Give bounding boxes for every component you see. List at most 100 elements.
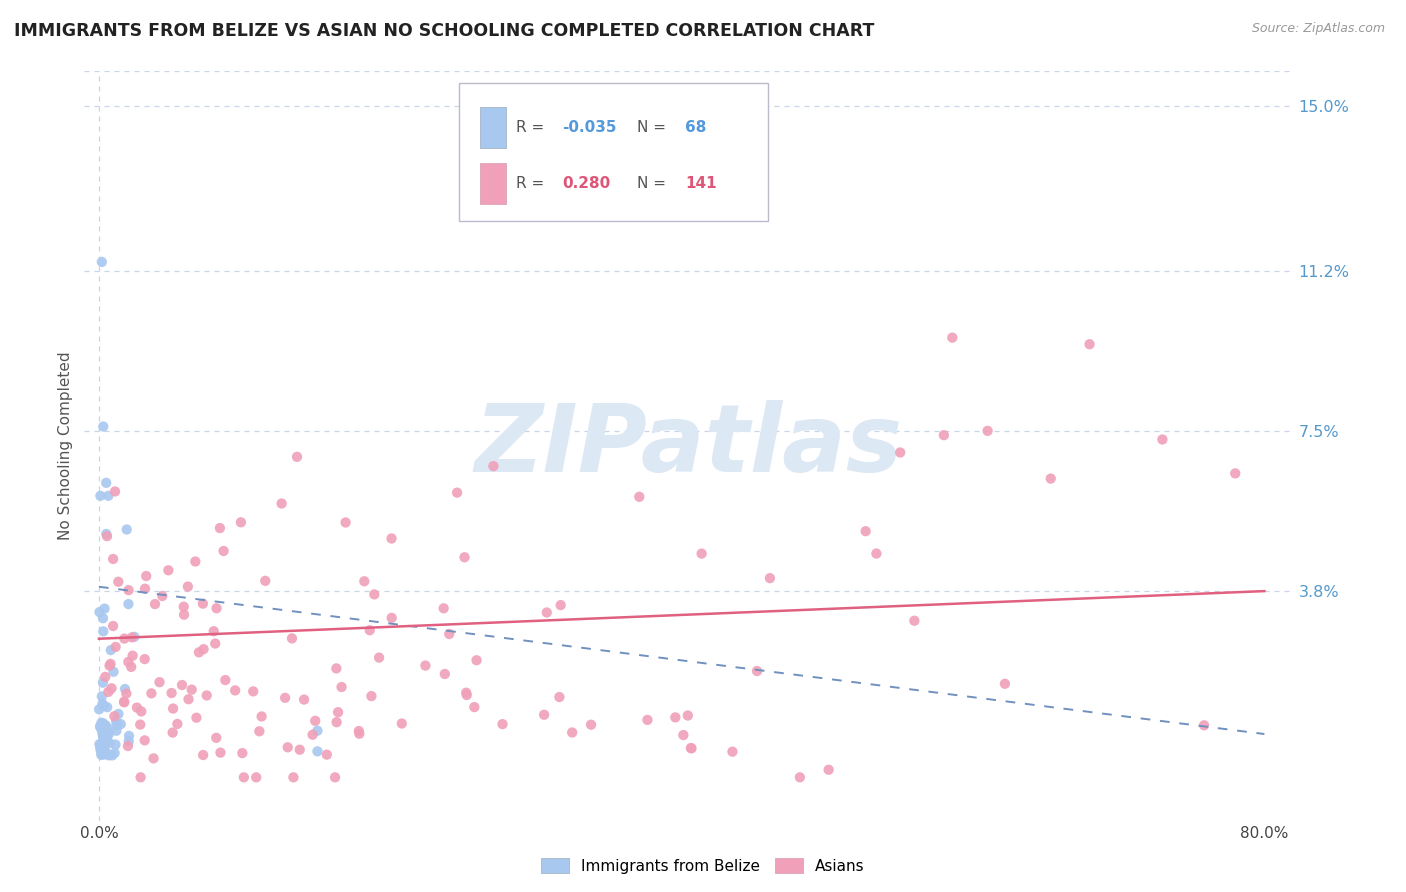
Point [107,706,129,721]
Point [191,747,214,762]
Point [433,601,456,615]
Point [1192,718,1215,732]
Point [91,734,114,748]
Point [117,583,139,598]
Point [148,675,170,690]
Point [162,701,184,715]
Point [93,747,115,762]
Point [117,597,139,611]
Point [104,746,127,760]
Point [204,636,226,650]
Point [162,725,184,739]
Point [491,717,513,731]
Point [307,744,329,758]
Point [90,738,112,752]
Point [463,700,485,714]
Point [745,664,768,678]
Point [672,728,695,742]
Point [391,716,413,731]
Point [91,731,114,745]
Point [250,709,273,723]
Point [118,734,141,748]
Point [281,632,304,646]
Point [681,741,703,756]
Point [90,741,112,756]
Point [107,574,129,589]
Point [173,607,195,622]
Point [93,737,115,751]
Point [247,724,270,739]
Point [270,496,292,510]
Point [186,711,208,725]
Point [104,484,127,499]
Point [118,729,141,743]
Point [433,667,456,681]
Point [1039,472,1062,486]
Point [232,770,254,784]
Point [205,731,228,745]
Point [439,627,461,641]
Point [193,642,215,657]
Point [330,680,353,694]
Point [368,650,391,665]
Point [93,738,115,752]
Text: Source: ZipAtlas.com: Source: ZipAtlas.com [1251,22,1385,36]
Point [453,550,475,565]
Point [157,563,180,577]
FancyBboxPatch shape [479,163,506,204]
Point [134,733,156,747]
Point [89,605,111,619]
Point [536,606,558,620]
Point [91,624,114,639]
Point [91,716,114,731]
Point [202,624,225,639]
Point [90,255,112,269]
Point [326,705,349,719]
Point [561,725,583,739]
Point [91,728,114,742]
Point [1078,337,1101,351]
Text: R =: R = [516,120,550,135]
Point [112,695,135,709]
Point [224,683,246,698]
Point [125,700,148,714]
Point [315,747,337,762]
Point [100,643,122,657]
Text: 0.280: 0.280 [562,177,610,191]
Point [103,709,125,723]
Point [90,747,112,762]
Point [121,648,143,663]
Point [994,677,1017,691]
Point [1225,467,1247,481]
Point [98,736,121,750]
Point [134,582,156,596]
Point [105,723,128,738]
Point [548,690,571,704]
Point [87,702,110,716]
Point [381,611,404,625]
Point [91,419,114,434]
Point [143,597,166,611]
Point [245,770,267,784]
Point [104,640,127,654]
Point [415,658,437,673]
Point [759,571,782,585]
Point [90,747,112,761]
Y-axis label: No Schooling Completed: No Schooling Completed [58,351,73,541]
Point [359,624,381,638]
Point [96,721,118,735]
Point [89,740,111,755]
Point [932,428,955,442]
Point [976,424,998,438]
Point [304,714,326,728]
Point [191,597,214,611]
Point [177,580,200,594]
Point [170,678,193,692]
Point [97,685,120,699]
Point [89,489,111,503]
Point [100,681,122,696]
Text: N =: N = [637,120,671,135]
Point [184,554,207,568]
Text: IMMIGRANTS FROM BELIZE VS ASIAN NO SCHOOLING COMPLETED CORRELATION CHART: IMMIGRANTS FROM BELIZE VS ASIAN NO SCHOO… [14,22,875,40]
Point [214,673,236,687]
